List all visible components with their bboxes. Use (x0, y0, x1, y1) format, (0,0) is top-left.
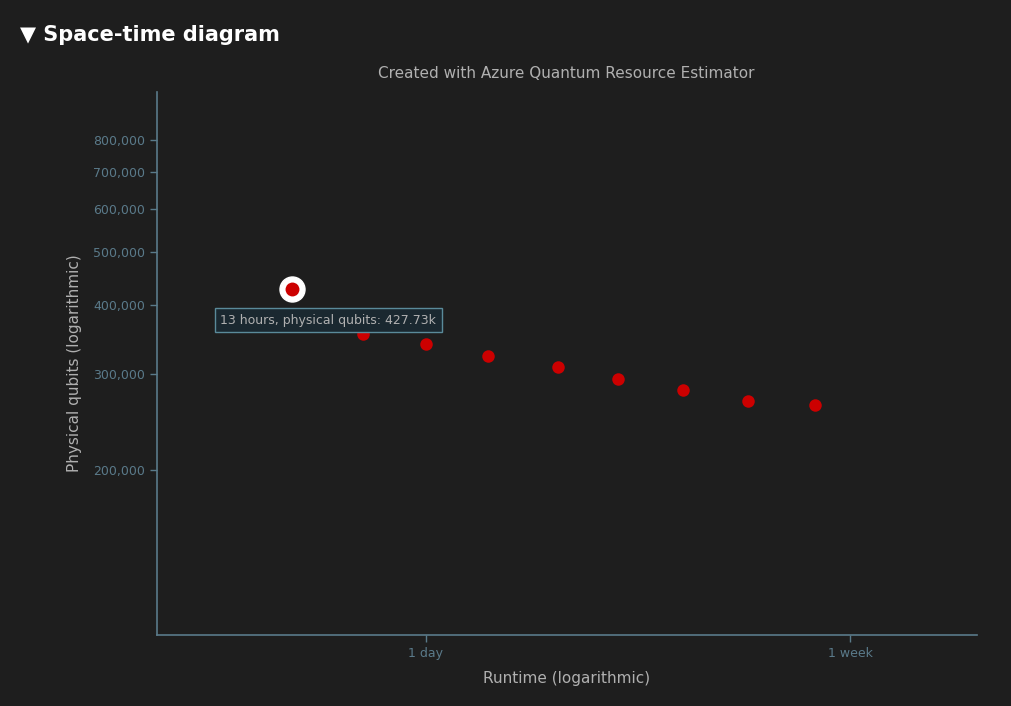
X-axis label: Runtime (logarithmic): Runtime (logarithmic) (482, 671, 650, 686)
Title: Created with Azure Quantum Resource Estimator: Created with Azure Quantum Resource Esti… (378, 66, 754, 81)
Y-axis label: Physical qubits (logarithmic): Physical qubits (logarithmic) (67, 255, 82, 472)
Text: ▼ Space-time diagram: ▼ Space-time diagram (20, 25, 280, 45)
Text: 13 hours, physical qubits: 427.73k: 13 hours, physical qubits: 427.73k (220, 313, 436, 327)
